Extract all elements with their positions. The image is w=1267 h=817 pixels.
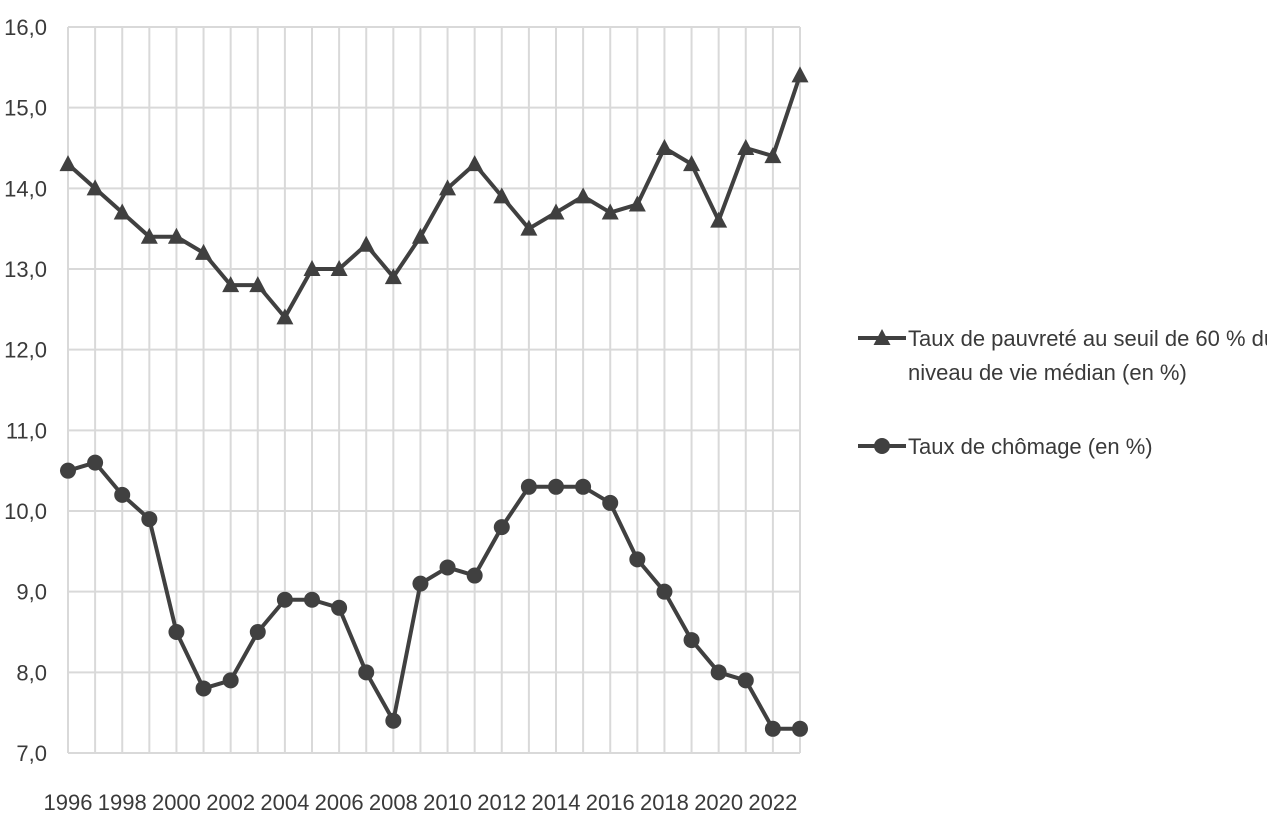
data-point-marker	[412, 575, 429, 592]
series-2	[60, 454, 808, 737]
legend-marker	[874, 438, 890, 454]
legend-marker	[873, 329, 891, 345]
data-point-marker	[710, 211, 728, 228]
data-point-marker	[737, 139, 755, 155]
data-point-marker	[113, 203, 131, 220]
data-point-marker	[683, 155, 701, 172]
data-point-marker	[60, 462, 76, 479]
x-tick-label: 2002	[206, 790, 255, 815]
data-point-marker	[222, 276, 240, 293]
data-point-marker	[493, 187, 511, 204]
y-tick-label: 14,0	[4, 176, 47, 201]
data-point-marker	[628, 195, 646, 212]
data-point-marker	[520, 219, 538, 236]
data-point-marker	[574, 187, 592, 204]
data-point-marker	[222, 672, 239, 689]
x-tick-label: 2010	[423, 790, 472, 815]
y-tick-label: 15,0	[4, 96, 47, 121]
y-tick-label: 7,0	[16, 741, 47, 766]
data-point-marker	[439, 559, 456, 576]
legend-entry: Taux de chômage (en %)	[858, 434, 1153, 459]
y-tick-label: 9,0	[16, 580, 47, 605]
data-point-marker	[493, 519, 510, 536]
data-point-marker	[466, 567, 483, 584]
y-tick-label: 12,0	[4, 338, 47, 363]
x-tick-label: 2014	[532, 790, 581, 815]
horizontal-gridlines	[68, 26, 800, 754]
vertical-gridlines	[67, 27, 801, 753]
x-tick-label: 2008	[369, 790, 418, 815]
y-axis-tick-labels: 7,0 8,0 9,0 10,0 11,0 12,0 13,0 14,0 15,0 16,0	[4, 15, 47, 766]
data-point-marker	[547, 203, 565, 220]
data-point-marker	[466, 155, 484, 172]
data-point-marker	[358, 664, 375, 681]
data-point-marker	[656, 583, 673, 600]
data-point-marker	[140, 227, 158, 244]
data-point-marker	[520, 478, 537, 495]
data-point-marker	[601, 203, 619, 220]
x-tick-label: 2004	[260, 790, 309, 815]
data-point-marker	[764, 147, 782, 164]
y-tick-label: 8,0	[16, 660, 47, 685]
data-point-marker	[304, 591, 320, 608]
x-tick-label: 1998	[98, 790, 147, 815]
data-point-marker	[357, 235, 375, 252]
data-point-marker	[710, 664, 727, 681]
data-point-marker	[792, 720, 808, 737]
data-point-marker	[168, 624, 185, 640]
x-tick-label: 2016	[586, 790, 635, 815]
y-tick-label: 16,0	[4, 15, 47, 40]
data-point-marker	[195, 243, 213, 260]
data-point-marker	[249, 624, 266, 640]
y-tick-label: 11,0	[6, 418, 47, 443]
data-point-marker	[737, 672, 754, 689]
x-tick-label: 2022	[748, 790, 797, 815]
data-point-marker	[303, 260, 321, 276]
x-axis-tick-labels: 1996 1998 2000 2002 2004 2006 2008 2010 2012 2014…	[44, 790, 798, 815]
y-tick-label: 13,0	[4, 257, 47, 282]
y-tick-label: 10,0	[4, 499, 47, 524]
data-point-marker	[167, 227, 185, 244]
x-tick-label: 1996	[44, 790, 93, 815]
data-point-marker	[87, 454, 104, 471]
data-point-marker	[439, 179, 457, 196]
data-point-marker	[602, 494, 619, 511]
data-point-marker	[791, 66, 809, 83]
legend-label: Taux de chômage (en %)	[908, 434, 1153, 459]
data-point-marker	[86, 179, 104, 196]
data-point-marker	[276, 591, 293, 608]
series-layer	[59, 66, 809, 737]
x-tick-label: 2006	[315, 790, 364, 815]
data-point-marker	[249, 276, 267, 293]
data-point-marker	[330, 260, 348, 276]
data-point-marker	[683, 632, 700, 649]
data-point-marker	[331, 599, 348, 616]
data-point-marker	[114, 486, 131, 503]
series-line	[67, 460, 800, 731]
data-point-marker	[384, 268, 402, 285]
series-1	[59, 66, 809, 325]
x-tick-label: 2012	[477, 790, 526, 815]
data-point-marker	[548, 478, 564, 495]
x-tick-label: 2020	[694, 790, 743, 815]
legend-label: niveau de vie médian (en %)	[908, 360, 1187, 385]
data-point-marker	[629, 551, 646, 568]
data-point-marker	[411, 227, 429, 244]
data-point-marker	[655, 139, 673, 155]
legend-entry: Taux de pauvreté au seuil de 60 % du nive…	[858, 326, 1267, 385]
legend-label: Taux de pauvreté au seuil de 60 % du	[908, 326, 1267, 351]
x-tick-label: 2000	[152, 790, 201, 815]
data-point-marker	[141, 511, 158, 528]
data-point-marker	[575, 478, 592, 495]
data-point-marker	[195, 680, 212, 697]
data-point-marker	[59, 155, 77, 172]
data-point-marker	[276, 308, 294, 325]
data-point-marker	[385, 712, 402, 729]
legend: Taux de pauvreté au seuil de 60 % du nive…	[858, 326, 1267, 459]
series-line	[66, 74, 802, 320]
data-point-marker	[764, 720, 781, 737]
x-tick-label: 2018	[640, 790, 689, 815]
